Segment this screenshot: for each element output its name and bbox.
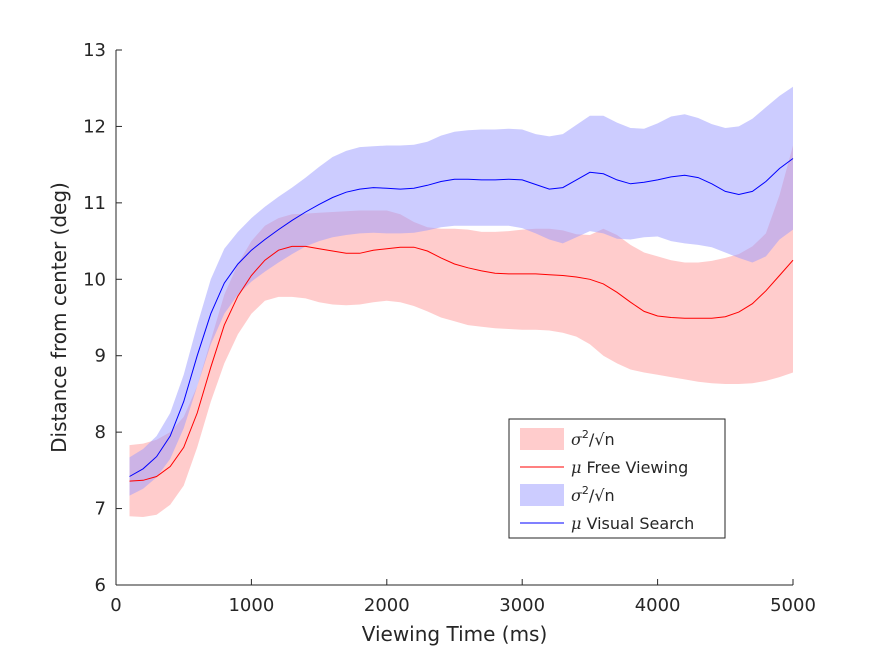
x-tick-label: 3000 xyxy=(499,595,545,616)
y-axis-label: Distance from center (deg) xyxy=(47,182,71,453)
legend: σ2/√n μ Free Viewing σ2/√n μ Visual Search xyxy=(508,418,726,539)
x-axis-label: Viewing Time (ms) xyxy=(362,622,548,646)
band-visual-search xyxy=(129,86,793,496)
legend-label-line-visual-search: μ Visual Search xyxy=(571,514,694,533)
y-tick-label: 9 xyxy=(95,346,106,367)
y-tick-label: 12 xyxy=(83,116,106,137)
mean-lines xyxy=(129,158,794,482)
confidence-bands xyxy=(129,86,793,517)
x-tick-label: 5000 xyxy=(770,595,816,616)
legend-swatch-band-free-viewing xyxy=(520,428,564,450)
y-tick-label: 10 xyxy=(83,269,106,290)
legend-label-band-free-viewing: σ2/√n xyxy=(571,428,615,449)
y-tick-label: 13 xyxy=(83,40,106,61)
x-tick-label: 2000 xyxy=(364,595,410,616)
y-tick-label: 11 xyxy=(83,193,106,214)
y-tick-label: 7 xyxy=(95,499,106,520)
legend-label-band-visual-search: σ2/√n xyxy=(571,484,615,505)
y-tick-label: 8 xyxy=(95,422,106,443)
x-tick-label: 1000 xyxy=(228,595,274,616)
legend-swatch-band-visual-search xyxy=(520,484,564,506)
y-tick-label: 6 xyxy=(95,575,106,596)
x-tick-label: 4000 xyxy=(635,595,681,616)
mean-line-visual-search xyxy=(129,158,794,477)
legend-label-line-free-viewing: μ Free Viewing xyxy=(571,458,688,477)
axes: 0 1000 2000 3000 4000 5000 6 7 8 9 10 11 12 13 xyxy=(83,40,816,616)
x-tick-label: 0 xyxy=(110,595,121,616)
mean-line-free-viewing xyxy=(129,245,794,482)
